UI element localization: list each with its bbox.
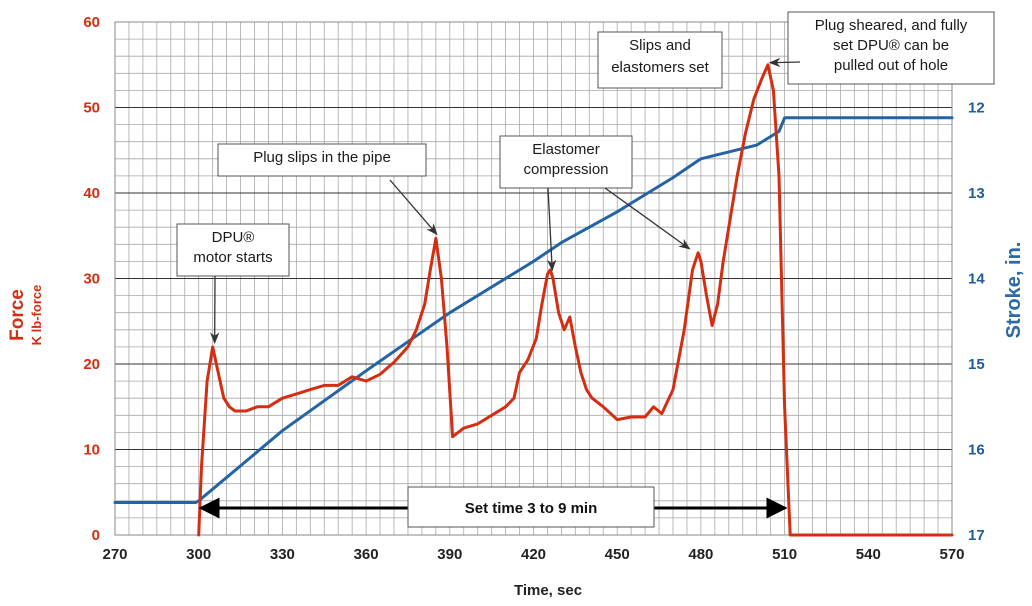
left-tick-label: 20 [83,356,100,373]
left-axis-ticks: 0 10 20 30 40 50 60 [83,14,100,544]
right-tick-label: 12 [968,100,985,117]
annotation-motor-starts-box [176,223,290,277]
x-tick-label: 300 [186,546,211,563]
x-tick-label: 450 [605,546,630,563]
right-tick-label: 13 [968,185,985,202]
annotation-plug-sheared-text: Plug sheared, and fully [815,17,968,34]
x-tick-label: 480 [688,546,713,563]
annotation-set-time: Set time 3 to 9 min [407,486,655,528]
left-tick-label: 60 [83,14,100,31]
right-tick-label: 15 [968,356,985,373]
annotation-plug-slips-box [217,143,427,177]
left-tick-label: 30 [83,271,100,288]
annotation-slips-set-text: Slips and [629,37,691,54]
pointer-plug-slips [389,179,438,236]
plot-frame [114,21,953,536]
stroke-line [113,116,954,504]
annotation-plug-slips: Plug slips in the pipe [217,143,427,177]
annotation-motor-starts-text: DPU® [212,229,255,246]
left-axis-label-sub: K lb-force [29,285,44,346]
annotation-motor-starts: DPU® motor starts [176,223,290,277]
annotation-plug-sheared-text: pulled out of hole [834,57,948,74]
right-axis-ticks: 12 13 14 15 16 17 [968,100,985,545]
x-tick-label: 360 [354,546,379,563]
annotation-plug-slips-text: Plug slips in the pipe [253,149,391,166]
annotation-motor-starts-text: motor starts [193,249,272,266]
right-tick-label: 17 [968,527,985,544]
x-tick-label: 330 [270,546,295,563]
right-tick-label: 14 [968,271,985,288]
left-tick-label: 40 [83,185,100,202]
annotation-slips-set: Slips and elastomers set [597,31,723,89]
pointer-plug-sheared [768,57,801,68]
x-axis-label: Time, sec [514,582,582,599]
annotation-elastomer-text: Elastomer [532,141,600,158]
x-tick-label: 270 [102,546,127,563]
left-tick-label: 50 [83,100,100,117]
x-axis-ticks: 270 300 330 360 390 420 450 480 510 540 570 [102,546,964,563]
left-axis-label-main: Force [7,289,28,341]
annotation-slips-set-box [597,31,723,89]
annotation-set-time-text: Set time 3 to 9 min [465,500,598,517]
left-tick-label: 10 [83,442,100,459]
right-tick-label: 16 [968,442,985,459]
annotation-set-time-box [407,486,655,528]
x-tick-label: 420 [521,546,546,563]
x-tick-label: 390 [437,546,462,563]
x-tick-label: 510 [772,546,797,563]
annotation-elastomer-text: compression [523,161,608,178]
annotation-elastomer-box [499,135,633,189]
x-tick-label: 570 [939,546,964,563]
right-axis-label: Stroke, in. [1003,242,1025,339]
annotations: DPU® motor starts Plug slips in the pipe El… [176,11,995,528]
annotation-plug-sheared: Plug sheared, and fully set DPU® can be pu… [787,11,995,85]
stroke-series [113,116,954,504]
left-tick-label: 0 [92,527,100,544]
pointer-elastomer-1 [547,187,557,272]
annotation-elastomer: Elastomer compression [499,135,633,189]
x-tick-label: 540 [856,546,881,563]
pointer-elastomer-2 [604,187,691,250]
annotation-plug-sheared-box [787,11,995,85]
annotation-plug-sheared-text: set DPU® can be [833,37,949,54]
annotation-slips-set-text: elastomers set [611,59,709,76]
force-line [197,63,954,537]
force-series [197,63,954,537]
